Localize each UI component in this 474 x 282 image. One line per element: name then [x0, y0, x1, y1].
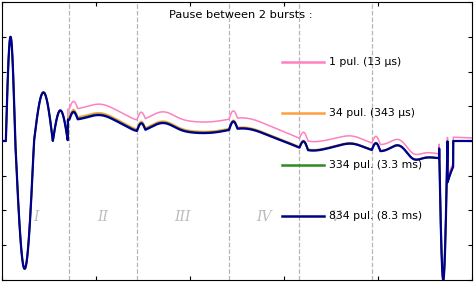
Text: I: I [33, 210, 39, 224]
Text: III: III [174, 210, 190, 224]
Text: 334 pul. (3.3 ms): 334 pul. (3.3 ms) [328, 160, 422, 169]
Text: 834 pul. (8.3 ms): 834 pul. (8.3 ms) [328, 211, 422, 221]
Text: 34 pul. (343 μs): 34 pul. (343 μs) [328, 108, 415, 118]
Text: II: II [98, 210, 109, 224]
Text: IV: IV [256, 210, 272, 224]
Text: Pause between 2 bursts :: Pause between 2 bursts : [169, 10, 312, 20]
Text: V: V [331, 210, 341, 224]
Text: 1 pul. (13 μs): 1 pul. (13 μs) [328, 57, 401, 67]
